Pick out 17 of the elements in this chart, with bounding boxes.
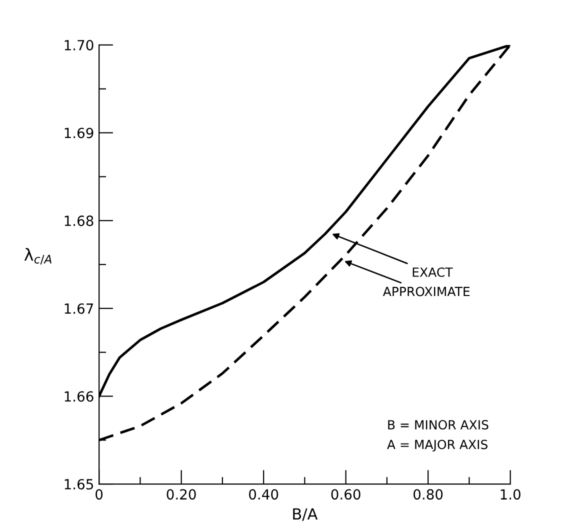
y-tick-label: 1.66 bbox=[64, 391, 94, 402]
y-tick-label: 1.65 bbox=[64, 479, 93, 490]
x-tick-label: 0 bbox=[96, 489, 103, 500]
y-tick-label: 1.68 bbox=[64, 216, 94, 226]
y-axis-title: λ$_{c/A}$ bbox=[24, 248, 52, 264]
x-axis-title: B/A bbox=[293, 508, 318, 521]
y-tick-label: 1.67 bbox=[64, 303, 94, 314]
annotation: EXACT bbox=[412, 267, 453, 277]
x-tick-label: 0.60 bbox=[331, 489, 360, 500]
x-tick-label: 0.80 bbox=[414, 489, 443, 500]
y-tick-label: 1.69 bbox=[64, 128, 94, 138]
annotation: APPROXIMATE bbox=[382, 286, 470, 296]
x-tick-label: 1.0 bbox=[500, 489, 520, 500]
x-tick-label: 0.20 bbox=[166, 489, 196, 500]
x-tick-label: 0.40 bbox=[249, 489, 278, 500]
annotation: B = MINOR AXIS A = MAJOR AXIS bbox=[387, 420, 488, 452]
y-tick-label: 1.70 bbox=[64, 40, 94, 50]
